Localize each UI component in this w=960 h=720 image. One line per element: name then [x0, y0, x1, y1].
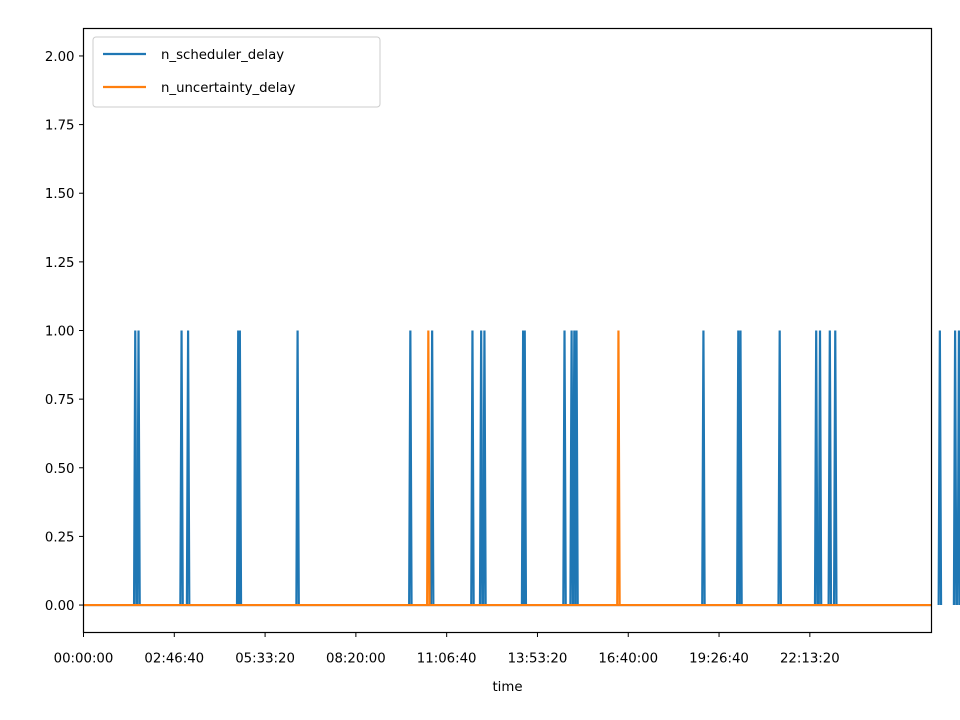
y-tick-label: 0.00: [45, 599, 75, 614]
legend[interactable]: n_scheduler_delay n_uncertainty_delay: [92, 36, 381, 108]
x-tick-label: 00:00:00: [54, 652, 114, 667]
series-layer: [83, 330, 960, 607]
series-n_uncertainty_delay: [83, 330, 932, 607]
x-axis-label: time: [492, 680, 522, 695]
legend-item[interactable]: n_uncertainty_delay: [103, 81, 296, 96]
y-tick-label: 1.50: [45, 187, 75, 202]
spike-mark: [952, 330, 958, 606]
y-axis: 0.00 0.25 0.50 0.75 1.00 1.25 1.50 1.75 2.00: [45, 50, 84, 614]
x-tick-label: 22:13:20: [780, 652, 840, 667]
legend-box: [92, 36, 381, 108]
legend-label: n_uncertainty_delay: [161, 81, 296, 96]
spike-mark: [482, 330, 487, 606]
spike-mark: [237, 330, 243, 606]
plot-frame: [82, 27, 933, 634]
y-tick-label: 0.25: [45, 530, 75, 545]
y-tick-label: 2.00: [45, 50, 75, 65]
spike-mark: [132, 330, 138, 606]
spike-mark: [817, 330, 823, 606]
y-tick-label: 0.75: [45, 393, 75, 408]
y-tick-label: 1.75: [45, 119, 75, 134]
legend-item[interactable]: n_scheduler_delay: [103, 48, 284, 63]
x-tick-label: 08:20:00: [326, 652, 386, 667]
spike-mark: [478, 330, 484, 606]
spike-mark: [426, 330, 431, 606]
spike-mark: [738, 330, 743, 606]
legend-label: n_scheduler_delay: [161, 48, 284, 63]
x-tick-label: 16:40:00: [598, 652, 658, 667]
spike-mark: [185, 330, 191, 606]
spike-mark: [562, 330, 567, 606]
x-tick-label: 05:33:20: [235, 652, 295, 667]
spike-mark: [777, 330, 782, 606]
spike-mark: [522, 330, 528, 606]
spike-mark: [937, 330, 943, 606]
x-axis: 00:00:00 02:46:40 05:33:20 08:20:00 11:06:40…: [54, 632, 840, 667]
y-tick-label: 1.00: [45, 325, 75, 340]
x-tick-label: 02:46:40: [144, 652, 204, 667]
y-tick-label: 1.25: [45, 256, 75, 271]
series-n_scheduler_delay: [83, 330, 960, 607]
spike-mark: [408, 330, 413, 606]
y-tick-label: 0.50: [45, 462, 75, 477]
spike-mark: [470, 330, 475, 606]
spike-mark: [616, 330, 621, 606]
spike-mark: [179, 330, 184, 606]
spike-mark: [813, 330, 819, 606]
spike-mark: [574, 330, 579, 606]
x-tick-label: 13:53:20: [508, 652, 568, 667]
x-tick-label: 11:06:40: [417, 652, 477, 667]
spike-mark: [429, 330, 435, 606]
spike-mark: [701, 330, 706, 606]
spike-mark: [569, 330, 574, 606]
spike-mark: [832, 330, 838, 606]
spike-mark: [827, 330, 833, 606]
spike-mark: [295, 330, 300, 606]
x-tick-label: 19:26:40: [689, 652, 749, 667]
spike-mark: [136, 330, 141, 606]
